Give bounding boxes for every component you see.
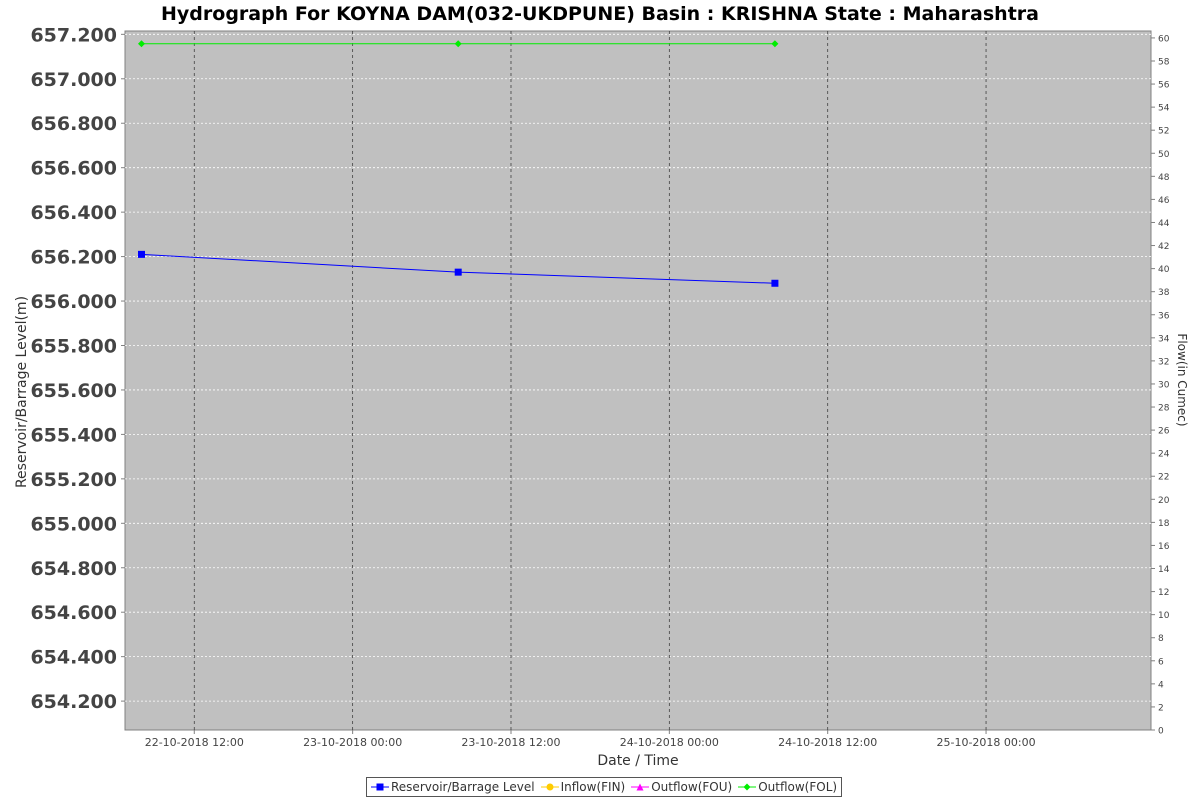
data-point xyxy=(137,40,145,48)
y-tick-label: 654.200 xyxy=(30,691,117,713)
legend-label: Inflow(FIN) xyxy=(560,780,626,794)
x-tick-label: 24-10-2018 12:00 xyxy=(778,736,877,749)
legend-marker xyxy=(743,783,751,791)
series-layer xyxy=(137,40,779,287)
legend-label: Outflow(FOL) xyxy=(758,780,838,794)
y2-tick-label: 16 xyxy=(1158,542,1170,552)
y2-tick-label: 58 xyxy=(1158,57,1170,67)
y-tick-label: 656.000 xyxy=(30,291,117,313)
y2-tick-label: 22 xyxy=(1158,473,1169,483)
y-tick-label: 656.400 xyxy=(30,202,117,224)
legend-label: Reservoir/Barrage Level xyxy=(391,780,535,794)
x-tick-label: 24-10-2018 00:00 xyxy=(620,736,719,749)
legend-item: Reservoir/Barrage Level xyxy=(371,780,535,794)
data-point xyxy=(771,40,779,48)
data-point xyxy=(454,40,462,48)
y2-tick-label: 4 xyxy=(1158,680,1164,690)
y-axis-title: Reservoir/Barrage Level(m) xyxy=(14,296,30,488)
y2-tick-label: 28 xyxy=(1158,404,1170,414)
y2-tick-label: 40 xyxy=(1158,265,1170,275)
y2-tick-label: 24 xyxy=(1158,450,1170,460)
y2-tick-label: 56 xyxy=(1158,81,1170,91)
y-tick-label: 656.200 xyxy=(30,247,117,269)
data-point xyxy=(771,279,779,287)
y2-tick-label: 6 xyxy=(1158,657,1164,667)
legend-swatch xyxy=(371,783,389,791)
x-tick-label: 23-10-2018 00:00 xyxy=(303,736,402,749)
data-point xyxy=(454,268,462,276)
legend-item: Outflow(FOL) xyxy=(738,780,837,794)
y-tick-label: 654.600 xyxy=(30,602,117,624)
legend-marker xyxy=(546,783,554,791)
y2-tick-label: 38 xyxy=(1158,288,1170,298)
y2-tick-label: 32 xyxy=(1158,357,1169,367)
y2-tick-label: 18 xyxy=(1158,519,1170,529)
y2-tick-label: 52 xyxy=(1158,127,1169,137)
y2-tick-label: 36 xyxy=(1158,311,1170,321)
legend-marker xyxy=(636,783,644,791)
y2-tick-label: 14 xyxy=(1158,565,1170,575)
legend-marker xyxy=(376,783,384,791)
y-tick-label: 657.000 xyxy=(30,69,117,91)
y2-tick-label: 26 xyxy=(1158,427,1170,437)
x-tick-label: 22-10-2018 12:00 xyxy=(145,736,244,749)
chart-title: Hydrograph For KOYNA DAM(032-UKDPUNE) Ba… xyxy=(161,3,1039,25)
x-tick-label: 25-10-2018 00:00 xyxy=(936,736,1035,749)
y-tick-label: 654.400 xyxy=(30,647,117,669)
y2-tick-label: 12 xyxy=(1158,588,1169,598)
y2-tick-label: 42 xyxy=(1158,242,1169,252)
y-tick-label: 654.800 xyxy=(30,558,117,580)
y2-tick-label: 60 xyxy=(1158,34,1170,44)
y2-tick-label: 34 xyxy=(1158,334,1170,344)
legend-swatch xyxy=(631,783,650,791)
data-point xyxy=(137,250,145,258)
legend-swatch xyxy=(738,783,757,791)
y-tick-label: 655.400 xyxy=(30,424,117,446)
series-0 xyxy=(137,250,779,287)
y2-tick-label: 46 xyxy=(1158,196,1170,206)
y-tick-label: 655.000 xyxy=(30,513,117,535)
y2-tick-label: 54 xyxy=(1158,104,1170,114)
y2-tick-label: 30 xyxy=(1158,380,1170,390)
y-tick-label: 655.200 xyxy=(30,469,117,491)
x-axis-title: Date / Time xyxy=(597,753,678,769)
y2-tick-label: 50 xyxy=(1158,150,1170,160)
series-3 xyxy=(137,40,779,48)
chart-legend: Reservoir/Barrage Level Inflow(FIN) Outflo… xyxy=(366,777,843,797)
y2-tick-label: 0 xyxy=(1158,727,1164,737)
y-tick-label: 655.600 xyxy=(30,380,117,402)
y-tick-label: 657.200 xyxy=(30,24,117,46)
legend-swatch xyxy=(540,783,559,791)
y2-tick-label: 10 xyxy=(1158,611,1170,621)
grid-lines xyxy=(125,31,1151,730)
y-tick-label: 656.800 xyxy=(30,113,117,135)
plot-area xyxy=(124,30,1152,731)
legend-label: Outflow(FOU) xyxy=(651,780,733,794)
y2-tick-label: 20 xyxy=(1158,496,1170,506)
y-tick-label: 655.800 xyxy=(30,335,117,357)
y2-tick-label: 48 xyxy=(1158,173,1170,183)
x-tick-label: 23-10-2018 12:00 xyxy=(461,736,560,749)
y2-tick-label: 44 xyxy=(1158,219,1170,229)
legend-item: Outflow(FOU) xyxy=(631,780,732,794)
y2-tick-label: 2 xyxy=(1158,703,1164,713)
y2-axis-title: Flow(in Cumec) xyxy=(1175,333,1189,426)
axes: 654.200 654.400 654.600 654.800 655.000 655.2… xyxy=(30,24,1169,749)
y-tick-label: 656.600 xyxy=(30,158,117,180)
legend-item: Inflow(FIN) xyxy=(540,780,626,794)
y2-tick-label: 8 xyxy=(1158,634,1164,644)
